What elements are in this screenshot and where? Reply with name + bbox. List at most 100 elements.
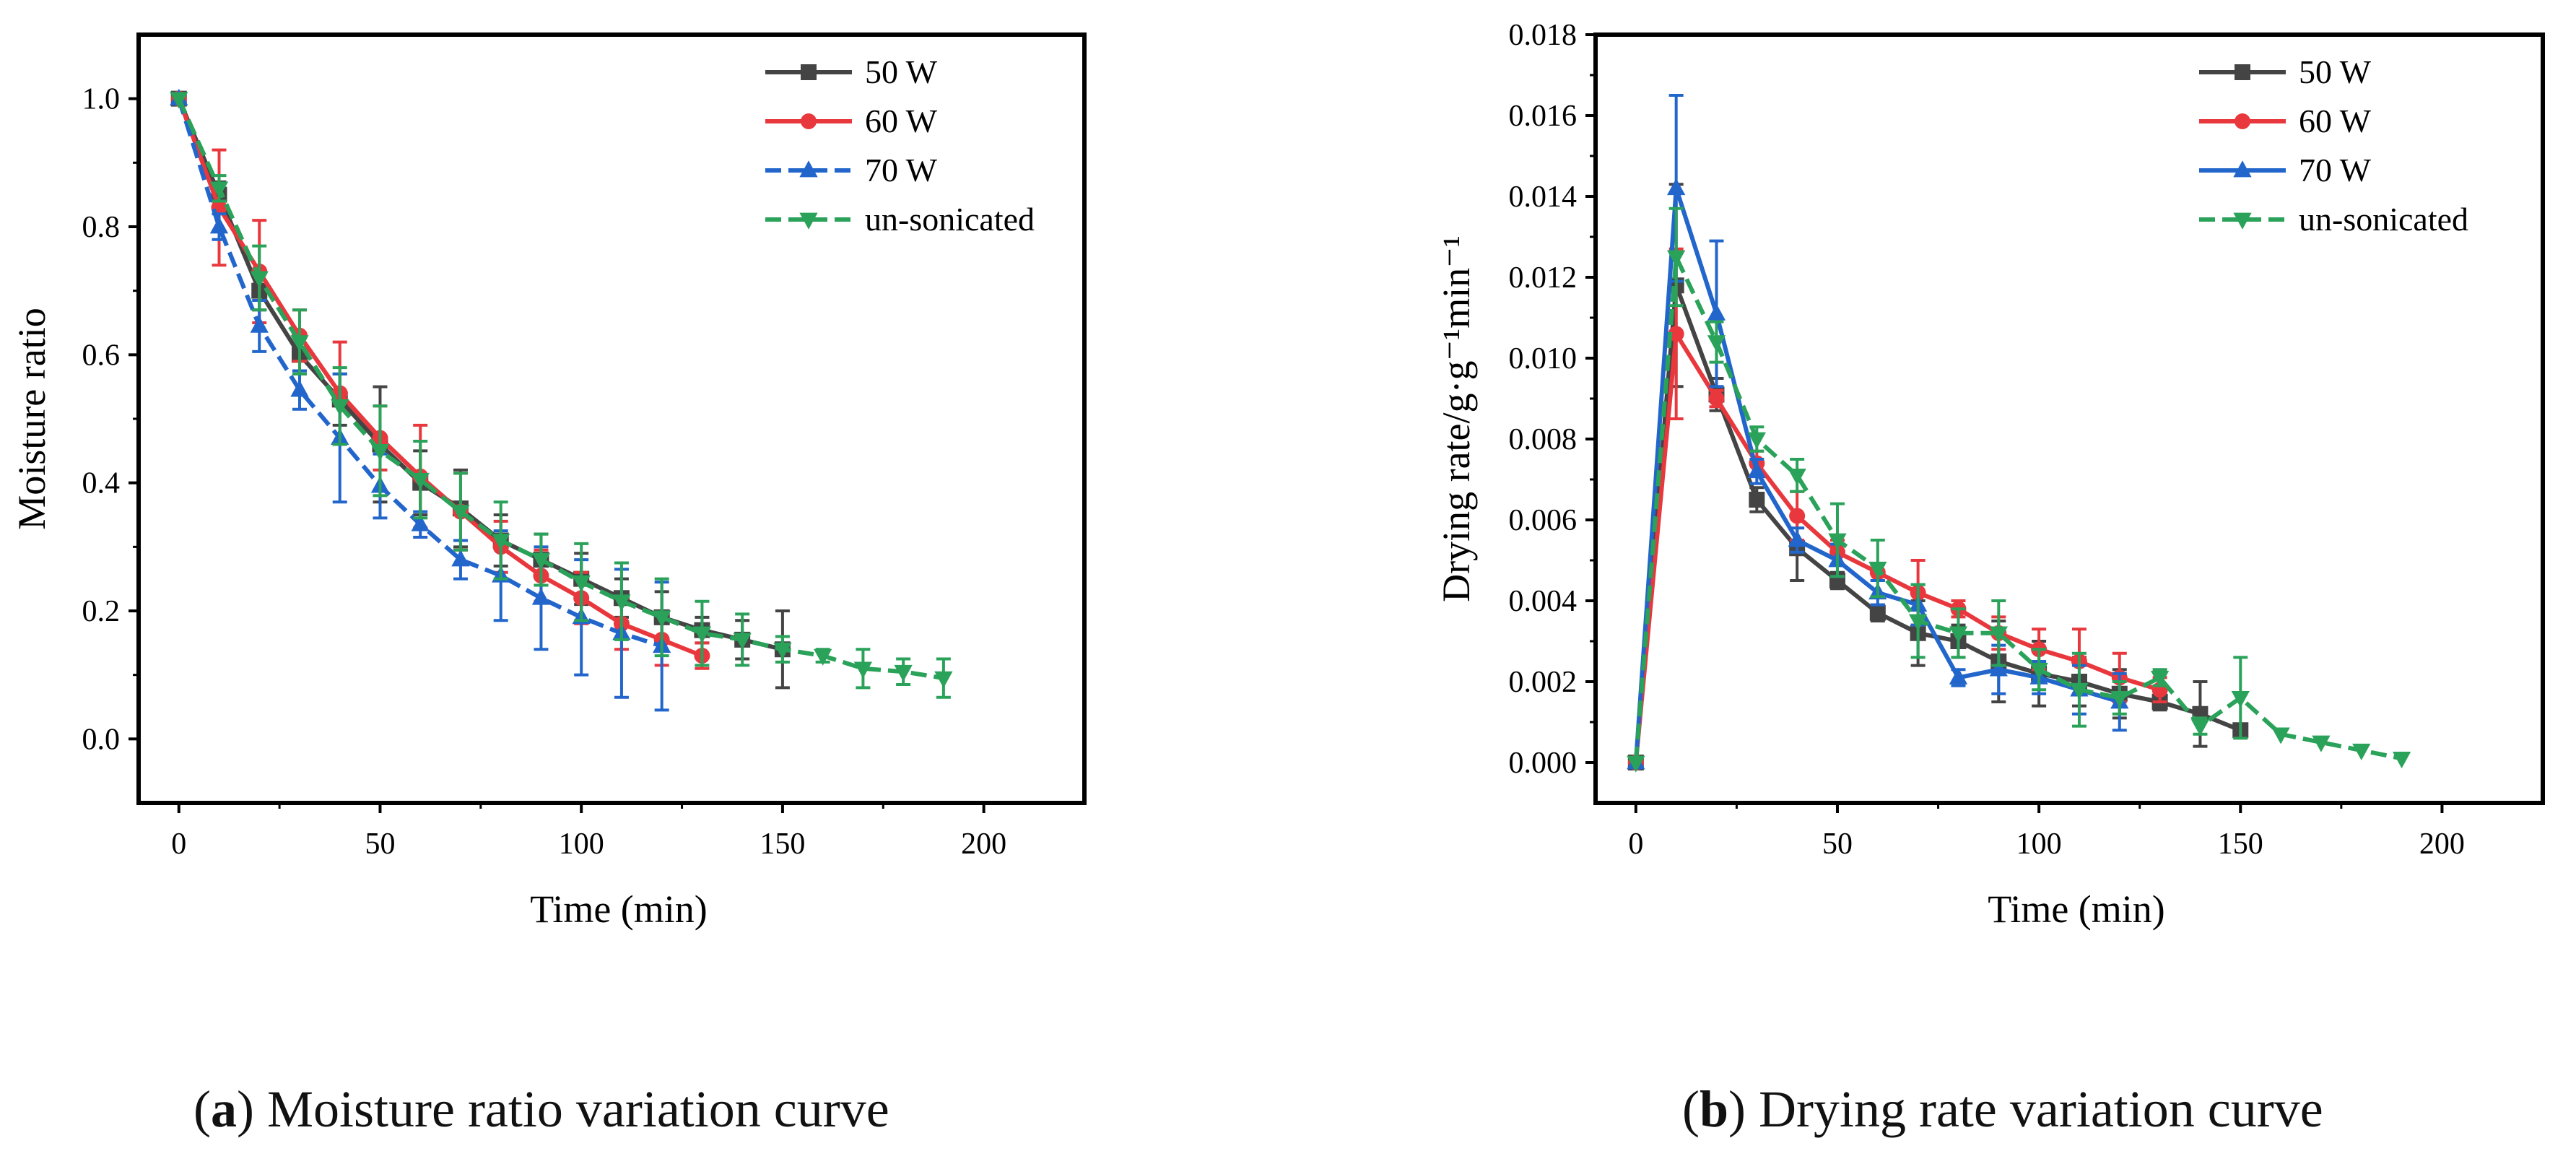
legend-marker [799,212,818,230]
y-tick-label: 0.2 [82,595,121,628]
data-point [2392,752,2411,769]
x-tick-label: 100 [559,828,604,861]
series-50-w [170,90,791,690]
series-line [176,97,703,658]
data-point [572,575,591,592]
legend: 50 W 60 W 70 W un-sonicated [2199,53,2468,238]
y-tick-label: 0.018 [1509,19,1578,52]
y-tick-label: 0.000 [1509,747,1578,780]
data-point [2312,735,2331,752]
data-point [1708,391,1725,407]
data-point [1707,335,1726,352]
x-tick-label: 0 [1628,828,1643,861]
data-point [2190,719,2210,737]
series-50-w [1627,183,2249,770]
y-axis-label: Moisture ratio [10,308,53,529]
data-point [411,514,430,531]
data-point [411,472,430,490]
x-axis-label: Time (min) [530,887,708,931]
data-point [1747,461,1766,479]
legend-marker [2233,160,2252,178]
legend-label: 70 W [2299,152,2372,188]
legend-label: un-sonicated [2299,201,2468,238]
y-axis-label: Drying rate/g·g⁻¹min⁻¹ [1435,235,1478,602]
legend-marker [799,160,818,178]
series-70-w [1627,94,2129,770]
y-tick-label: 0.0 [82,723,121,756]
data-point [370,443,390,461]
data-point [290,335,309,352]
data-point [1749,492,1765,508]
data-point [250,271,269,288]
data-point [773,642,792,659]
x-tick-label: 50 [1822,828,1853,861]
x-tick-label: 150 [760,828,805,861]
x-axis-label: Time (min) [1988,887,2165,931]
legend-label: 50 W [865,53,938,90]
legend-marker [2235,113,2250,129]
data-point [894,664,913,682]
data-point [2231,691,2250,708]
legend: 50 W 60 W 70 W un-sonicated [765,53,1035,238]
data-point [853,661,873,679]
data-point [612,594,631,612]
data-point [250,316,269,333]
data-point [1828,533,1847,550]
data-point [331,399,349,417]
caption-a-letter: a [210,1080,237,1138]
x-tick-label: 200 [2419,828,2465,861]
data-point [2029,662,2048,679]
data-point [492,534,510,551]
data-point [2150,671,2170,688]
caption-b: (b) Drying rate variation curve [1682,1080,2323,1138]
y-tick-label: 0.014 [1509,181,1578,214]
data-point [1668,326,1684,342]
legend-marker [2233,212,2252,230]
series-un-sonicated [1627,207,2411,773]
data-point [531,588,551,605]
data-point [1707,303,1726,321]
x-tick-label: 100 [2016,828,2062,861]
legend-label: 50 W [2299,53,2372,90]
data-point [2110,691,2129,708]
data-point [1789,508,1806,524]
series-60-w [170,90,710,670]
data-point [531,552,551,570]
series-line [176,97,944,681]
series-un-sonicated [170,92,953,699]
y-tick-label: 0.6 [82,339,121,372]
y-tick-label: 0.8 [82,211,121,244]
data-point [1908,614,1928,631]
data-point [1747,432,1766,449]
data-point [451,505,470,522]
series-70-w [170,88,671,712]
data-point [1667,178,1686,196]
data-point [934,671,953,688]
y-tick-label: 1.0 [82,83,121,116]
y-tick-label: 0.002 [1509,666,1578,699]
data-point [1989,659,2008,677]
data-point [209,181,229,199]
x-tick-label: 200 [961,828,1006,861]
y-tick-label: 0.012 [1509,261,1578,295]
caption-b-letter: b [1699,1080,1729,1138]
caption-a-text: Moisture ratio variation curve [253,1080,889,1138]
legend-label: 70 W [865,152,938,188]
y-tick-label: 0.016 [1509,100,1578,133]
y-tick-label: 0.4 [82,467,121,500]
data-point [2352,743,2371,760]
legend-label: 60 W [865,103,938,139]
x-tick-label: 150 [2218,828,2263,861]
plot-frame [1593,32,2545,805]
data-point [1788,530,1806,547]
y-tick-label: 0.010 [1509,342,1578,375]
legend-marker [801,64,817,80]
data-point [1667,250,1686,267]
data-point [1949,626,1968,643]
data-point [653,610,671,627]
data-point [209,217,229,234]
caption-a: (a) Moisture ratio variation curve [193,1080,889,1138]
data-point [733,633,752,650]
data-point [451,550,470,567]
data-point [692,626,712,643]
